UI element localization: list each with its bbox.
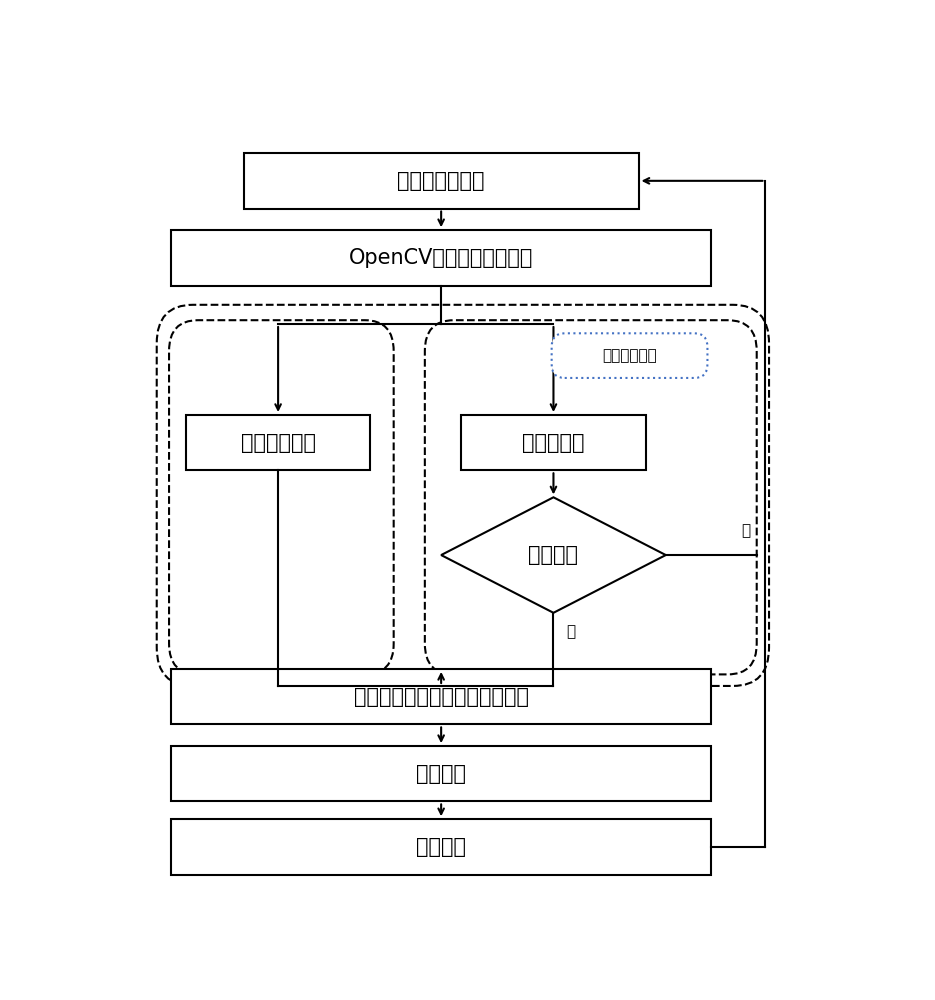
FancyBboxPatch shape bbox=[171, 669, 712, 724]
Text: 翻译结果: 翻译结果 bbox=[416, 764, 467, 784]
Text: 语音朗读: 语音朗读 bbox=[416, 837, 467, 857]
FancyBboxPatch shape bbox=[171, 819, 712, 875]
FancyBboxPatch shape bbox=[171, 230, 712, 286]
Text: 根据手势结果与检测边界框匹配: 根据手势结果与检测边界框匹配 bbox=[353, 687, 528, 707]
Text: 摄像头采集图像: 摄像头采集图像 bbox=[397, 171, 485, 191]
Text: 图像识别模块: 图像识别模块 bbox=[240, 433, 316, 453]
FancyBboxPatch shape bbox=[171, 746, 712, 801]
Text: 否: 否 bbox=[741, 523, 751, 538]
Text: OpenCV库进行图像预处理: OpenCV库进行图像预处理 bbox=[349, 248, 533, 268]
FancyBboxPatch shape bbox=[186, 415, 370, 470]
Text: 手势识别网络: 手势识别网络 bbox=[602, 348, 657, 363]
FancyBboxPatch shape bbox=[244, 153, 639, 209]
Text: 手势分割图: 手势分割图 bbox=[523, 433, 584, 453]
FancyBboxPatch shape bbox=[552, 333, 708, 378]
Text: 是: 是 bbox=[567, 624, 576, 639]
FancyBboxPatch shape bbox=[461, 415, 646, 470]
Polygon shape bbox=[441, 497, 666, 613]
Text: 手势识别: 手势识别 bbox=[528, 545, 579, 565]
